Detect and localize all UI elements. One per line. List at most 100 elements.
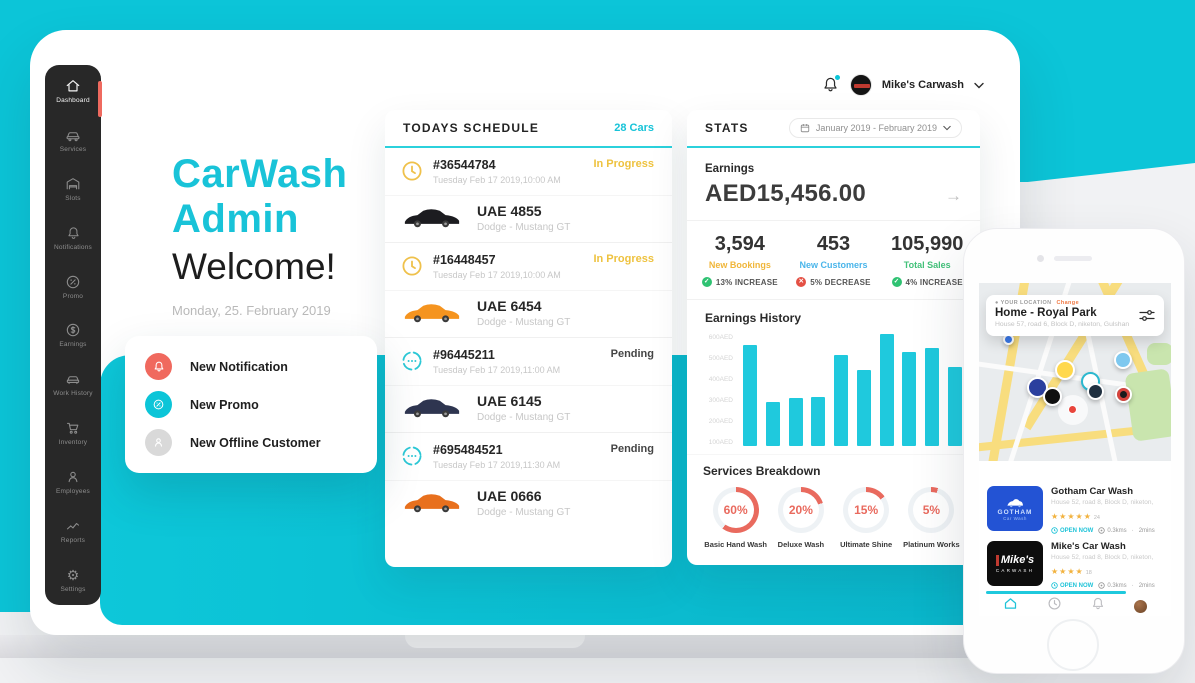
percent-icon [65,274,81,290]
earnings-bars [739,334,962,446]
sidebar-item-label: Work History [53,390,93,398]
rating-stars: ★★★★★ [1051,512,1092,521]
service-basic-hand-wash: 60% Basic Hand Wash [703,487,768,549]
donut-chart: 15% [843,487,890,533]
booking-id: #16448457 [433,253,496,267]
new-promo-action[interactable]: New Promo [145,391,357,418]
service-label: Platinum Works [903,540,960,549]
gotham-logo: GOTHAM Car Wash [987,486,1043,531]
car-logo-icon [1007,498,1023,507]
car-plate: UAE 4855 [477,203,542,219]
sidebar-item-reports[interactable]: Reports [45,518,101,544]
scroll-progress-indicator [986,591,1126,594]
phone-camera [1037,255,1044,262]
phone-mockup: ● YOUR LOCATION Change Home - Royal Park… [963,228,1185,674]
clock-icon [401,255,423,282]
earnings-bar [834,354,849,446]
dashboard-window: Dashboard Services Slots Notifications P… [30,30,1020,635]
donut-value: 15% [854,503,879,517]
open-status: OPEN NOW [1051,582,1093,589]
nav-profile-avatar[interactable] [1133,599,1147,613]
sidebar-item-work-history[interactable]: Work History [45,371,101,397]
sidebar-item-inventory[interactable]: Inventory [45,420,101,446]
logo-text: GOTHAM [997,508,1033,516]
earnings-bar [902,351,917,446]
nav-notifications-button[interactable] [1091,596,1105,616]
donut-chart: 20% [777,487,824,533]
phone-bottom-nav [979,596,1171,616]
listing-mikes-car-wash[interactable]: Mike's CARWASH Mike's Car Wash House 52,… [987,541,1165,589]
sidebar-item-employees[interactable]: Employees [45,469,101,495]
phone-home-button[interactable] [1047,619,1099,671]
booking-id: #36544784 [433,158,496,172]
sidebar-item-label: Notifications [53,243,92,251]
schedule-row[interactable]: #96445211 Tuesday Feb 17 2019,11:00 AM P… [385,338,672,433]
map-pin-mikes[interactable] [1043,387,1062,406]
sidebar-item-earnings[interactable]: Earnings [45,322,101,348]
cart-icon [65,420,81,436]
car-image [404,399,460,418]
nav-home-button[interactable] [1003,596,1018,616]
sidebar-item-services[interactable]: Services [45,127,101,153]
status-badge: Pending [610,348,654,360]
account-avatar[interactable] [849,74,872,96]
map-pin-yellow-car[interactable] [1055,360,1075,380]
nav-history-button[interactable] [1047,596,1062,616]
listing-gotham-car-wash[interactable]: GOTHAM Car Wash Gotham Car Wash House 52… [987,486,1165,534]
new-offline-customer-action[interactable]: New Offline Customer [145,429,357,456]
y-tick-label: 400AED [708,376,733,383]
travel-time-value: 2mins [1138,582,1155,589]
phone-screen: ● YOUR LOCATION Change Home - Royal Park… [979,283,1171,616]
pending-icon [401,350,423,377]
review-count: 18 [1085,570,1092,576]
booking-datetime: Tuesday Feb 17 2019,11:30 AM [433,460,561,470]
person-icon [65,469,81,485]
schedule-row[interactable]: #695484521 Tuesday Feb 17 2019,11:30 AM … [385,433,672,527]
date-range-selector[interactable]: January 2019 - February 2019 [788,118,962,138]
metric-value: 105,990 [891,233,964,255]
notifications-bell-button[interactable] [822,75,840,95]
new-notification-action[interactable]: New Notification [145,353,357,380]
donut-value: 60% [723,503,748,517]
metric-label: Total Sales [903,260,951,270]
filters-sliders-icon[interactable] [1139,309,1155,327]
sidebar-item-notifications[interactable]: Notifications [45,225,101,251]
schedule-row[interactable]: #16448457 Tuesday Feb 17 2019,10:00 AM I… [385,243,672,338]
sidebar-item-label: Reports [60,537,86,545]
map-pin-dark-car[interactable] [1087,383,1104,400]
distance: 0.3kms [1098,582,1127,589]
quick-actions-card: New Notification New Promo New Offline C… [125,336,377,473]
schedule-car-count[interactable]: 28 Cars [614,122,654,134]
clock-icon [401,160,423,187]
person-icon [145,429,172,456]
sidebar-item-dashboard[interactable]: Dashboard [45,78,101,104]
change-location-link[interactable]: Change [1056,300,1080,306]
earnings-yaxis: 600AED 500AED 400AED 300AED 200AED 100AED [705,334,739,446]
dollar-icon [65,322,81,338]
welcome-date: Monday, 25. February 2019 [172,302,331,318]
logo-subtext: CARWASH [995,567,1035,573]
map-pin-red-logo[interactable] [1115,386,1132,403]
donut-value: 5% [922,503,941,517]
map-pin-beachball[interactable] [1114,351,1132,369]
chevron-down-icon[interactable] [974,82,984,89]
schedule-row[interactable]: #36544784 Tuesday Feb 17 2019,10:00 AM I… [385,148,672,243]
services-donut-row: 60% Basic Hand Wash 20% Deluxe Wash 15% … [703,487,964,549]
arrow-right-icon[interactable]: → [945,186,962,205]
booking-datetime: Tuesday Feb 17 2019,10:00 AM [433,270,561,280]
y-tick-label: 100AED [708,439,733,446]
distance: 0.3kms [1098,527,1127,534]
open-status: OPEN NOW [1051,527,1093,534]
car-plate: UAE 0666 [477,488,542,504]
sidebar-item-settings[interactable]: ⚙ Settings [45,567,101,593]
map-view[interactable]: ● YOUR LOCATION Change Home - Royal Park… [979,283,1171,461]
sidebar-item-label: Inventory [58,439,88,447]
sidebar-item-promo[interactable]: Promo [45,274,101,300]
service-label: Basic Hand Wash [704,540,767,549]
schedule-header: TODAYS SCHEDULE 28 Cars [385,110,672,148]
increase-icon: ✓ [891,277,902,287]
metric-label: New Customers [799,260,868,270]
location-card[interactable]: ● YOUR LOCATION Change Home - Royal Park… [986,295,1164,336]
service-label: Deluxe Wash [777,540,825,549]
sidebar-item-slots[interactable]: Slots [45,176,101,202]
